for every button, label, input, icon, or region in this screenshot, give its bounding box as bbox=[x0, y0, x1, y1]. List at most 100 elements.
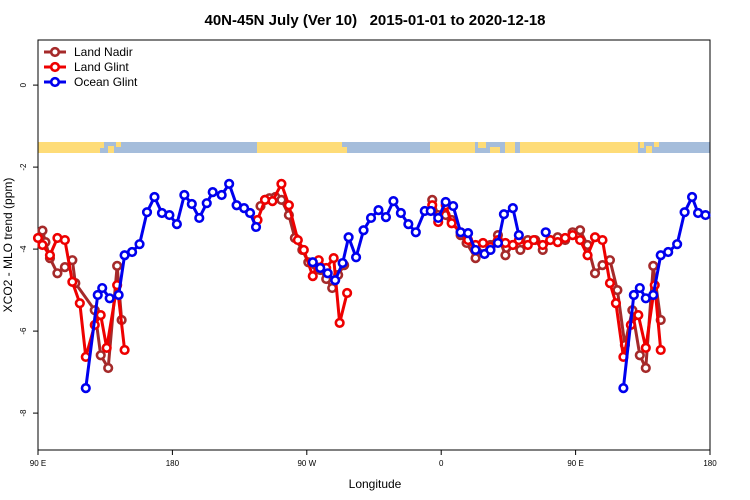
series-point bbox=[640, 362, 651, 374]
x-axis-label: Longitude bbox=[349, 477, 402, 491]
series-point bbox=[433, 212, 444, 224]
series-point bbox=[44, 250, 56, 261]
series-point bbox=[462, 228, 474, 239]
series-point bbox=[388, 196, 399, 207]
legend-label: Land Nadir bbox=[74, 45, 133, 59]
series-point bbox=[59, 234, 70, 246]
y-tick-label: -4 bbox=[19, 245, 28, 253]
series-point bbox=[648, 289, 659, 301]
legend-label: Ocean Glint bbox=[74, 75, 138, 89]
series-point bbox=[292, 234, 303, 246]
series-point bbox=[498, 209, 510, 220]
series-point bbox=[207, 187, 218, 198]
series-point bbox=[470, 244, 481, 256]
series-point bbox=[528, 234, 539, 246]
series-point bbox=[186, 198, 197, 210]
series-point bbox=[537, 239, 548, 251]
series-point bbox=[440, 196, 451, 208]
series-point bbox=[52, 268, 63, 279]
series-point bbox=[597, 234, 608, 246]
series-point bbox=[350, 252, 362, 263]
series-point bbox=[119, 344, 130, 356]
series-point bbox=[330, 275, 341, 286]
series-point bbox=[633, 310, 644, 321]
series-point bbox=[112, 260, 123, 272]
series-point bbox=[267, 196, 278, 207]
series-point bbox=[500, 250, 511, 261]
series-point bbox=[507, 203, 518, 214]
series-point bbox=[80, 382, 91, 394]
series-point bbox=[201, 198, 212, 209]
series-point bbox=[373, 205, 384, 216]
series-point bbox=[686, 191, 698, 203]
series-point bbox=[672, 239, 683, 250]
series-point bbox=[612, 285, 623, 296]
series-point bbox=[103, 362, 114, 374]
series-point bbox=[328, 253, 339, 264]
series-point bbox=[32, 232, 44, 244]
x-tick-label: 90 E bbox=[567, 459, 583, 468]
series-point bbox=[567, 230, 578, 241]
series-point bbox=[101, 342, 112, 354]
series-point bbox=[628, 289, 639, 301]
series-point bbox=[74, 298, 85, 309]
series-point bbox=[395, 207, 406, 219]
series-point bbox=[574, 225, 586, 236]
series-point bbox=[276, 178, 287, 190]
x-tick-label: 180 bbox=[166, 459, 180, 468]
series-point bbox=[216, 189, 227, 201]
series-point bbox=[700, 209, 711, 221]
series-point bbox=[164, 209, 175, 221]
series-point bbox=[470, 253, 481, 264]
y-tick-label: -2 bbox=[19, 163, 28, 171]
series-point bbox=[37, 239, 48, 251]
series-point bbox=[298, 244, 309, 256]
series-point bbox=[448, 200, 459, 212]
series-point bbox=[515, 244, 526, 256]
series-point bbox=[149, 191, 160, 203]
legend-label: Land Glint bbox=[74, 60, 129, 74]
series-point bbox=[224, 178, 235, 190]
series-point bbox=[634, 282, 645, 294]
series-point bbox=[343, 232, 354, 243]
series-point bbox=[513, 230, 524, 241]
series-point bbox=[540, 227, 551, 238]
series-point bbox=[322, 268, 333, 279]
series-point bbox=[655, 344, 666, 356]
series-point bbox=[477, 237, 489, 249]
series-point bbox=[134, 239, 145, 250]
series-point bbox=[358, 225, 369, 236]
series-point bbox=[307, 257, 318, 268]
series-point bbox=[552, 237, 563, 248]
series-point bbox=[315, 262, 326, 274]
series-point bbox=[283, 200, 294, 211]
series-point bbox=[141, 207, 153, 218]
series-point bbox=[485, 244, 496, 256]
y-tick-label: -6 bbox=[19, 327, 28, 335]
series-point bbox=[403, 218, 414, 230]
series-point bbox=[618, 382, 629, 394]
series-point bbox=[574, 234, 586, 246]
series-point bbox=[250, 221, 262, 233]
series-point bbox=[604, 278, 616, 289]
series-point bbox=[634, 350, 645, 361]
legend-marker bbox=[49, 76, 61, 88]
legend-marker bbox=[49, 46, 61, 58]
x-tick-label: 180 bbox=[703, 459, 717, 468]
series-point bbox=[679, 207, 690, 218]
series-point bbox=[307, 271, 318, 282]
y-axis-label: XCO2 - MLO trend (ppm) bbox=[1, 178, 15, 313]
series-point bbox=[59, 262, 70, 273]
series-point bbox=[425, 205, 436, 217]
x-tick-label: 0 bbox=[439, 459, 444, 468]
series-point bbox=[446, 218, 457, 229]
series-point bbox=[640, 342, 651, 354]
x-tick-label: 90 W bbox=[297, 459, 316, 468]
series-point bbox=[95, 350, 106, 361]
series-point bbox=[97, 282, 108, 294]
chart-title: 40N-45N July (Ver 10) 2015-01-01 to 2020… bbox=[204, 12, 545, 29]
series-point bbox=[492, 237, 504, 249]
series-point bbox=[179, 189, 190, 201]
legend-marker bbox=[49, 61, 61, 73]
